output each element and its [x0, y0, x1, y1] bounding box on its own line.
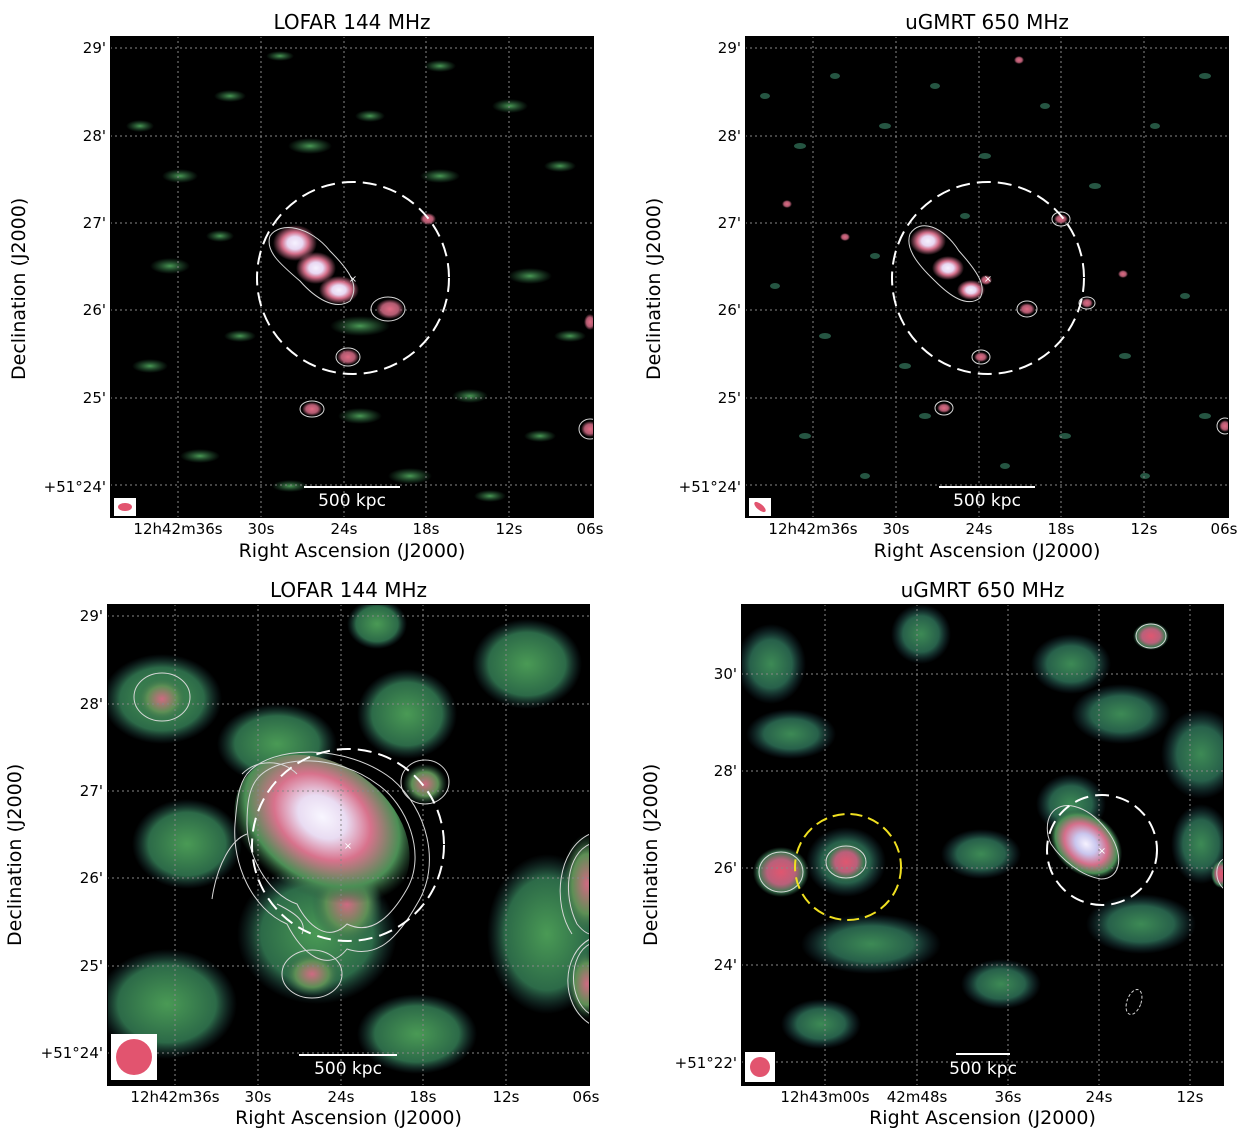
xtick-label: 30s	[882, 520, 910, 538]
ytick-label: 28'	[717, 127, 741, 145]
xtick-label: 18s	[412, 520, 440, 538]
contours	[758, 623, 1224, 1015]
center-marker: ×	[1098, 846, 1106, 857]
ytick-label: 28'	[79, 695, 103, 713]
yellow-circle	[794, 813, 902, 921]
x-axis-label: Right Ascension (J2000)	[238, 540, 466, 562]
dotted-grid	[107, 604, 590, 1086]
xtick-label: 12h42m36s	[130, 1088, 220, 1106]
ytick-label: 24'	[713, 956, 737, 974]
ytick-label: +51°22'	[674, 1054, 737, 1072]
ytick-label: 26'	[79, 869, 103, 887]
xtick-label: 06s	[1210, 520, 1238, 538]
dotted-grid	[110, 36, 594, 518]
noise-field	[760, 73, 1211, 479]
beam-ellipse	[116, 1039, 152, 1075]
cluster-circle	[251, 748, 445, 942]
radio-sources	[782, 56, 1229, 432]
scalebar-label: 500 kpc	[953, 491, 1021, 511]
xtick-label: 12h42m36s	[133, 520, 223, 538]
beam-ellipse	[754, 501, 766, 513]
contours	[133, 672, 590, 1025]
radio-image: × 500 kpc	[745, 36, 1229, 518]
xtick-label: 36s	[994, 1088, 1022, 1106]
panel-title: uGMRT 650 MHz	[905, 10, 1069, 34]
xtick-label: 24s	[330, 520, 358, 538]
xtick-label: 12s	[492, 1088, 520, 1106]
diffuse-emission	[741, 604, 1224, 1049]
noise-field	[126, 51, 586, 502]
x-axis-label: Right Ascension (J2000)	[235, 1107, 462, 1129]
y-axis-label: Declination (J2000)	[643, 197, 665, 380]
xtick-label: 30s	[247, 520, 275, 538]
ytick-label: 28'	[82, 127, 106, 145]
xtick-label: 06s	[576, 520, 604, 538]
ytick-label: 25'	[82, 389, 106, 407]
xtick-label: 18s	[409, 1088, 437, 1106]
xtick-label: 24s	[327, 1088, 355, 1106]
contours	[268, 227, 594, 440]
panel-title: uGMRT 650 MHz	[900, 578, 1065, 602]
center-marker: ×	[984, 274, 992, 285]
xtick-label: 18s	[1047, 520, 1075, 538]
ytick-label: 30'	[713, 665, 737, 683]
ytick-label: +51°24'	[43, 478, 106, 496]
ytick-label: 26'	[82, 301, 106, 319]
scalebar-label: 500 kpc	[314, 1059, 382, 1079]
x-axis-label: Right Ascension (J2000)	[869, 1107, 1096, 1129]
diffuse-emission	[107, 604, 590, 1074]
contours	[908, 211, 1229, 435]
xtick-label: 24s	[1085, 1088, 1113, 1106]
xtick-label: 12h43m00s	[780, 1088, 870, 1106]
center-marker: ×	[344, 841, 352, 852]
cluster-circle	[891, 181, 1085, 375]
ytick-label: 25'	[79, 957, 103, 975]
ytick-label: 26'	[713, 859, 737, 877]
ytick-label: 28'	[713, 762, 737, 780]
beam-ellipse	[118, 503, 132, 511]
ytick-label: 27'	[79, 782, 103, 800]
cluster-circle	[256, 181, 450, 375]
radio-image: × 500 kpc	[110, 36, 594, 518]
ytick-label: 27'	[82, 214, 106, 232]
radio-image: × 500 kpc	[107, 604, 590, 1086]
ytick-label: +51°24'	[678, 478, 741, 496]
xtick-label: 42m48s	[886, 1088, 948, 1106]
scalebar-label: 500 kpc	[949, 1059, 1017, 1079]
xtick-label: 30s	[244, 1088, 272, 1106]
center-marker: ×	[349, 274, 357, 285]
ytick-label: 29'	[82, 39, 106, 57]
radio-sources	[273, 213, 594, 437]
y-axis-label: Declination (J2000)	[4, 763, 26, 946]
ytick-label: 25'	[717, 389, 741, 407]
xtick-label: 12h42m36s	[768, 520, 858, 538]
xtick-label: 12s	[1130, 520, 1158, 538]
ytick-label: 29'	[717, 39, 741, 57]
scalebar-label: 500 kpc	[318, 491, 386, 511]
y-axis-label: Declination (J2000)	[8, 197, 30, 380]
cluster-circle	[1046, 794, 1158, 906]
ytick-label: 26'	[717, 301, 741, 319]
x-axis-label: Right Ascension (J2000)	[873, 540, 1101, 562]
ytick-label: +51°24'	[40, 1044, 103, 1062]
panel-title: LOFAR 144 MHz	[269, 578, 428, 602]
y-axis-label: Declination (J2000)	[640, 763, 662, 946]
panel-title: LOFAR 144 MHz	[273, 10, 431, 34]
xtick-label: 06s	[572, 1088, 600, 1106]
radio-image: × 500 kpc	[741, 604, 1224, 1086]
beam-ellipse	[750, 1057, 770, 1077]
xtick-label: 12s	[495, 520, 523, 538]
ytick-label: 27'	[717, 214, 741, 232]
xtick-label: 12s	[1176, 1088, 1204, 1106]
dotted-grid	[741, 604, 1224, 1086]
xtick-label: 24s	[965, 520, 993, 538]
ytick-label: 29'	[79, 607, 103, 625]
